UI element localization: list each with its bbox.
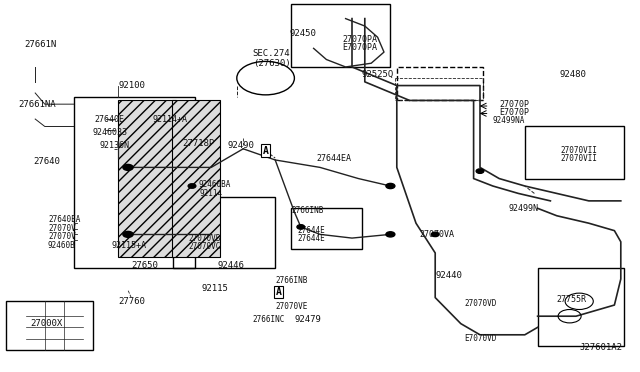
- Text: SEC.274: SEC.274: [253, 49, 291, 58]
- Text: 92446: 92446: [218, 262, 244, 270]
- Text: 92115: 92115: [202, 284, 228, 293]
- Text: 92499NA: 92499NA: [493, 116, 525, 125]
- Text: 92115+A: 92115+A: [112, 241, 147, 250]
- Circle shape: [476, 169, 484, 173]
- Text: E7070VD: E7070VD: [464, 334, 497, 343]
- Text: 92499N: 92499N: [509, 204, 539, 213]
- Text: 2766INC: 2766INC: [253, 315, 285, 324]
- Text: 27718P: 27718P: [182, 139, 214, 148]
- Text: E7070P: E7070P: [499, 108, 529, 117]
- Text: (27630): (27630): [253, 59, 291, 68]
- Text: 27755R: 27755R: [557, 295, 587, 304]
- Text: 27070P: 27070P: [499, 100, 529, 109]
- Text: 27650: 27650: [131, 262, 158, 270]
- Text: 27644EA: 27644EA: [317, 154, 352, 163]
- Bar: [173, 197, 275, 268]
- Text: J27601A2: J27601A2: [579, 343, 622, 352]
- Text: 27070V: 27070V: [48, 224, 76, 233]
- Text: 92460B: 92460B: [48, 241, 76, 250]
- Text: 27661NA: 27661NA: [18, 100, 56, 109]
- Bar: [538, 268, 624, 346]
- Text: 27640EA: 27640EA: [48, 215, 81, 224]
- Bar: [74, 97, 195, 268]
- Circle shape: [386, 183, 395, 189]
- Circle shape: [123, 164, 133, 170]
- Text: 27640E: 27640E: [95, 115, 125, 124]
- Text: 92450: 92450: [289, 29, 316, 38]
- Text: 92480: 92480: [560, 70, 587, 79]
- Bar: [291, 208, 362, 249]
- Text: 92479: 92479: [294, 315, 321, 324]
- Text: A: A: [275, 287, 282, 297]
- Text: 92114: 92114: [200, 189, 223, 198]
- Text: 92490: 92490: [227, 141, 254, 150]
- Bar: [172, 100, 220, 257]
- Text: 27644E: 27644E: [298, 234, 325, 243]
- Text: 27070VB: 27070VB: [189, 234, 221, 243]
- Text: 27760: 27760: [118, 297, 145, 306]
- Bar: [291, 4, 390, 67]
- Circle shape: [431, 232, 439, 237]
- Text: 92100: 92100: [118, 81, 145, 90]
- Text: 92440: 92440: [435, 271, 462, 280]
- Text: 27070VE: 27070VE: [275, 302, 308, 311]
- Bar: [525, 126, 624, 179]
- Circle shape: [188, 184, 196, 188]
- Text: 27640: 27640: [33, 157, 60, 166]
- Circle shape: [386, 232, 395, 237]
- Text: 27644E: 27644E: [298, 226, 325, 235]
- Text: 92114+A: 92114+A: [152, 115, 188, 124]
- Circle shape: [297, 225, 305, 229]
- Text: 27000X: 27000X: [31, 319, 63, 328]
- Text: 92525Q: 92525Q: [362, 70, 394, 79]
- Text: 92460BA: 92460BA: [198, 180, 231, 189]
- Bar: [397, 67, 483, 100]
- Text: 27070VII: 27070VII: [560, 146, 597, 155]
- Text: 27070PA: 27070PA: [342, 35, 378, 44]
- Bar: [6, 301, 93, 350]
- Text: 27070VD: 27070VD: [464, 299, 497, 308]
- Text: 9246033: 9246033: [93, 128, 128, 137]
- Circle shape: [123, 231, 133, 237]
- Text: 92136N: 92136N: [99, 141, 129, 150]
- Text: 2766INB: 2766INB: [275, 276, 308, 285]
- Text: 27661N: 27661N: [24, 40, 56, 49]
- Text: E7070PA: E7070PA: [342, 43, 378, 52]
- Bar: [118, 100, 176, 257]
- Text: A: A: [262, 146, 269, 155]
- Text: 27070VII: 27070VII: [560, 154, 597, 163]
- Text: 27070VA: 27070VA: [419, 230, 454, 239]
- Text: 27070V: 27070V: [48, 232, 76, 241]
- Text: 2766INB: 2766INB: [291, 206, 324, 215]
- Text: 27070VC: 27070VC: [189, 242, 221, 251]
